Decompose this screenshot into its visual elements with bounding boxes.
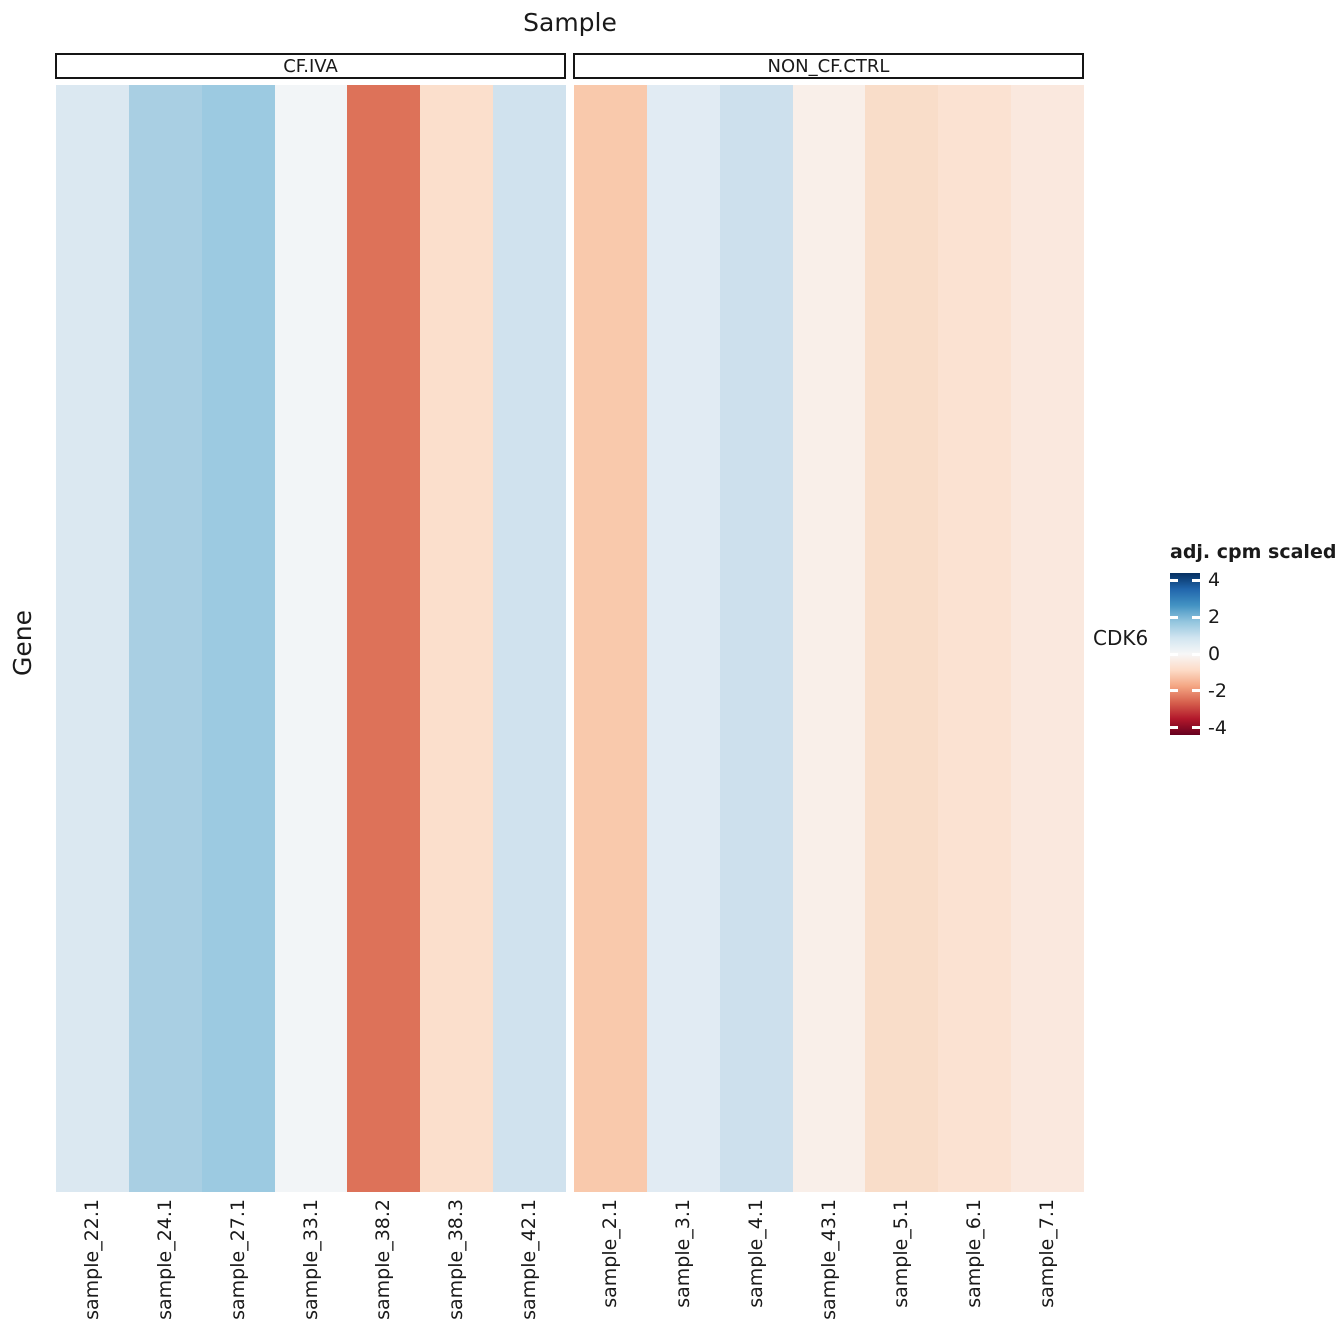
x-axis-labels-right: sample_2.1 sample_3.1 sample_4.1 sample_43.… [574,1199,1084,1344]
x-tick-label: sample_43.1 [817,1199,840,1320]
legend-tick-mark [1192,578,1200,582]
legend-tick-mark [1192,615,1200,619]
legend-tick-mark [1192,689,1200,693]
legend-tick-label: -4 [1208,716,1227,739]
x-tick-label: sample_5.1 [890,1199,913,1308]
x-tick-label-cell: sample_5.1 [865,1199,938,1344]
x-tick-label: sample_38.2 [372,1199,395,1320]
heatmap-cell [347,85,421,1192]
x-tick-label-cell: sample_4.1 [720,1199,793,1344]
heatmap-cell [646,85,720,1192]
x-tick-label-cell: sample_24.1 [129,1199,202,1344]
heatmap-panel-left [56,85,567,1192]
chart-title: Sample [523,8,617,37]
x-tick-label-cell: sample_22.1 [56,1199,129,1344]
x-tick-label-cell: sample_2.1 [574,1199,647,1344]
heatmap-panel-right [574,85,1085,1192]
x-tick-label-cell: sample_3.1 [647,1199,720,1344]
heatmap-cell [938,85,1012,1192]
heatmap-cell [274,85,348,1192]
x-tick-label: sample_27.1 [226,1199,249,1320]
x-tick-label: sample_33.1 [299,1199,322,1320]
legend-tick-label: 4 [1208,569,1221,592]
x-tick-label: sample_38.3 [445,1199,468,1320]
x-tick-label-cell: sample_7.1 [1011,1199,1084,1344]
heatmap-row-label: CDK6 [1093,626,1149,650]
x-tick-label-cell: sample_42.1 [493,1199,566,1344]
x-tick-label: sample_7.1 [1036,1199,1059,1308]
x-tick-label: sample_4.1 [744,1199,767,1308]
x-tick-label-cell: sample_38.2 [347,1199,420,1344]
legend-tick-mark [1170,689,1178,693]
x-tick-label: sample_24.1 [153,1199,176,1320]
heatmap-cell [719,85,793,1192]
x-tick-label: sample_6.1 [963,1199,986,1308]
heatmap-cell [1011,85,1085,1192]
legend-tick-label: -2 [1208,679,1227,702]
legend-tick-label: 2 [1208,606,1221,629]
legend-tick-mark [1170,578,1178,582]
x-tick-label-cell: sample_33.1 [275,1199,348,1344]
y-axis-title-text: Gene [8,610,37,676]
heatmap-cell [792,85,866,1192]
x-tick-label: sample_42.1 [518,1199,541,1320]
heatmap-cell [574,85,647,1192]
x-tick-label: sample_2.1 [598,1199,621,1308]
heatmap-cell [56,85,129,1192]
facet-strip-label: CF.IVA [283,55,338,77]
x-tick-label: sample_22.1 [80,1199,103,1320]
legend-tick-mark [1192,652,1200,656]
facet-strip-non-cf-ctrl: NON_CF.CTRL [573,53,1084,79]
x-axis-labels-left: sample_22.1 sample_24.1 sample_27.1 sample_… [56,1199,566,1344]
x-tick-label: sample_3.1 [671,1199,694,1308]
x-tick-label-cell: sample_38.3 [420,1199,493,1344]
legend-tick-mark [1170,615,1178,619]
facet-strip-label: NON_CF.CTRL [767,55,890,77]
x-tick-label-cell: sample_27.1 [202,1199,275,1344]
heatmap-cell [865,85,939,1192]
heatmap-cell [128,85,202,1192]
y-axis-title: Gene [8,598,37,688]
x-tick-label-cell: sample_43.1 [793,1199,866,1344]
x-tick-label-cell: sample_6.1 [938,1199,1011,1344]
legend-tick-mark [1192,726,1200,730]
heatmap-cell [201,85,275,1192]
legend-tick-mark [1170,652,1178,656]
facet-strip-cf-iva: CF.IVA [55,53,566,79]
legend-tick-label: 0 [1208,643,1221,665]
heatmap-cell [420,85,494,1192]
legend-title: adj. cpm scaled [1170,541,1337,563]
heatmap-cell [493,85,567,1192]
legend-tick-mark [1170,726,1178,730]
